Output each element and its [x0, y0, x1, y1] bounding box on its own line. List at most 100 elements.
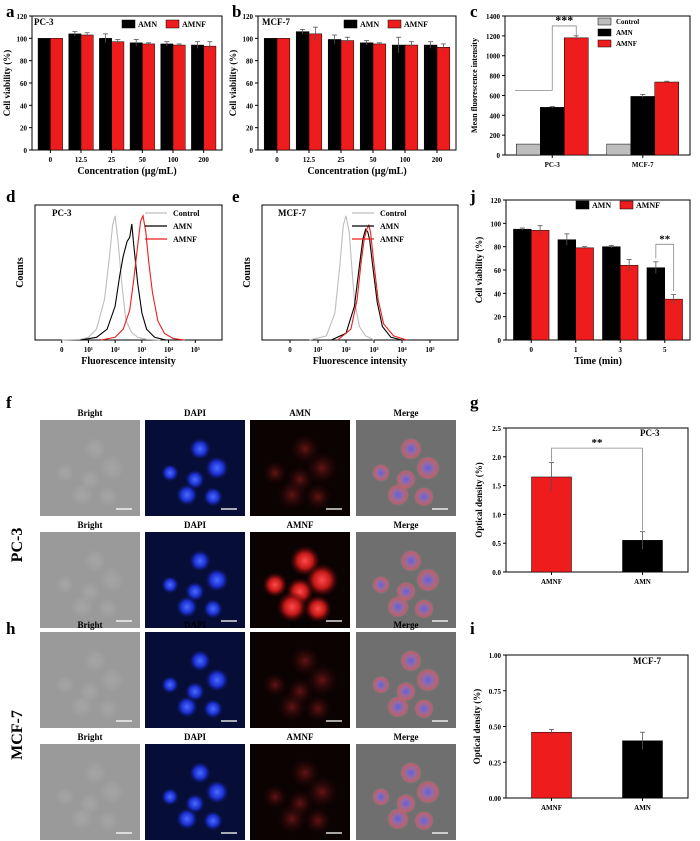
bar [564, 37, 589, 156]
cell [400, 761, 422, 784]
cell [71, 695, 93, 718]
legend-swatch [619, 200, 634, 210]
cell [276, 803, 308, 835]
panel-letter-h: h [6, 619, 16, 638]
cell [304, 482, 332, 511]
cell [276, 591, 308, 623]
x-tick-label: 100 [400, 156, 411, 164]
y-tick-label: 0.50 [489, 724, 502, 732]
bar [557, 239, 577, 341]
x-axis-label: Time (min) [574, 356, 622, 367]
bar [513, 228, 532, 341]
legend-swatch [597, 28, 612, 37]
panel-letter-e: e [232, 187, 240, 206]
cell [84, 437, 106, 460]
y-tick-label: 100 [243, 35, 254, 43]
x-tick-label: 10⁵ [425, 346, 434, 354]
cell [304, 694, 332, 723]
cell [276, 691, 308, 723]
panel-letter-i: i [470, 619, 475, 638]
bar [531, 476, 572, 573]
y-tick-label: 0.25 [489, 759, 502, 767]
cell [416, 668, 440, 692]
microscopy-grid-pc3: Bright DAPI AMN Merge Bright DAPI AMNF Merge [40, 408, 456, 628]
cell [262, 672, 288, 698]
x-axis-label: Concentration (µg/mL) [77, 166, 176, 177]
bar [263, 38, 278, 151]
significance-bracket [655, 243, 675, 291]
panel-letter-b: b [232, 2, 241, 21]
bar [111, 41, 125, 151]
chart-b-cell-viability-mcf7: 0 20 40 60 80 100 120 Cell viability (%) Concent… [228, 13, 457, 177]
channel-label: Bright [77, 408, 102, 418]
legend-label: AMN [360, 20, 379, 29]
cell [189, 437, 211, 460]
cell [205, 568, 229, 592]
y-tick-label: 0.75 [489, 688, 502, 696]
legend-label: AMNF [616, 40, 637, 48]
channel-label: DAPI [184, 520, 206, 530]
bar [340, 40, 355, 151]
chart-c-mean-fluorescence: 0 200 400 600 800 1000 1200 1400 Mean fluorescen… [470, 13, 691, 169]
bar [404, 44, 419, 151]
x-tick-label: 100 [168, 156, 179, 164]
x-tick-label: AMNF [541, 578, 562, 586]
legend-label: AMN [380, 222, 399, 231]
bar [575, 247, 594, 341]
legend-label: AMN [616, 29, 633, 37]
cell [205, 668, 229, 692]
y-axis-label: Cell viability (%) [474, 237, 484, 304]
cell [161, 575, 179, 594]
cell [161, 787, 179, 806]
plot-frame [261, 204, 459, 341]
panel-b-cell-line: MCF-7 [262, 17, 290, 27]
y-tick-label: 20 [20, 125, 28, 133]
y-tick-label: 1000 [486, 53, 501, 61]
legend-swatch [165, 19, 180, 29]
channel-label: Bright [77, 520, 102, 530]
legend-label: AMNF [182, 20, 206, 29]
bar [372, 43, 387, 151]
bar [129, 42, 143, 151]
bar [203, 45, 217, 151]
panel-letter-g: g [470, 393, 479, 412]
cell [56, 575, 74, 594]
bar [308, 33, 323, 151]
legend-swatch [121, 19, 136, 29]
legend-label: AMN [138, 20, 157, 29]
cell [176, 483, 198, 506]
microscopy-grid-mcf7: Bright DAPI AMN Merge Bright DAPI AMNF Merge [40, 620, 456, 840]
y-tick-label: 0.5 [492, 540, 501, 548]
x-tick-label: 50 [370, 156, 378, 164]
channel-label: DAPI [184, 620, 206, 630]
bar [160, 43, 174, 151]
cell [372, 787, 390, 806]
cell [387, 695, 409, 718]
x-tick-label: 10⁵ [191, 346, 200, 354]
bar [359, 42, 374, 151]
legend-label: AMNF [380, 235, 404, 244]
cell [71, 595, 93, 618]
legend-swatch [343, 19, 358, 29]
x-tick-label: 0 [49, 156, 53, 164]
significance-marker: ** [592, 437, 604, 449]
bar [516, 143, 541, 156]
y-tick-label: 120 [17, 13, 28, 21]
significance-bracket [551, 447, 643, 531]
y-tick-label: 100 [17, 35, 28, 43]
y-tick-label: 1200 [486, 33, 501, 41]
legend-label: Control [173, 209, 200, 218]
y-tick-label: 100 [491, 220, 502, 228]
channel-label: AMN [289, 408, 311, 418]
cell [161, 675, 179, 694]
cell [262, 784, 288, 810]
legend-swatch [597, 17, 612, 26]
cell [189, 549, 211, 572]
legend-label: AMN [592, 201, 611, 210]
panel-d-cell-line: PC-3 [52, 208, 72, 218]
channel-label: Merge [394, 520, 419, 530]
chart-i-optical-density-mcf7: 0.00 0.25 0.50 0.75 1.00 Optical density (%) A… [472, 652, 689, 812]
legend-label: AMNF [173, 235, 197, 244]
series-line [61, 215, 161, 341]
cell [414, 598, 434, 619]
